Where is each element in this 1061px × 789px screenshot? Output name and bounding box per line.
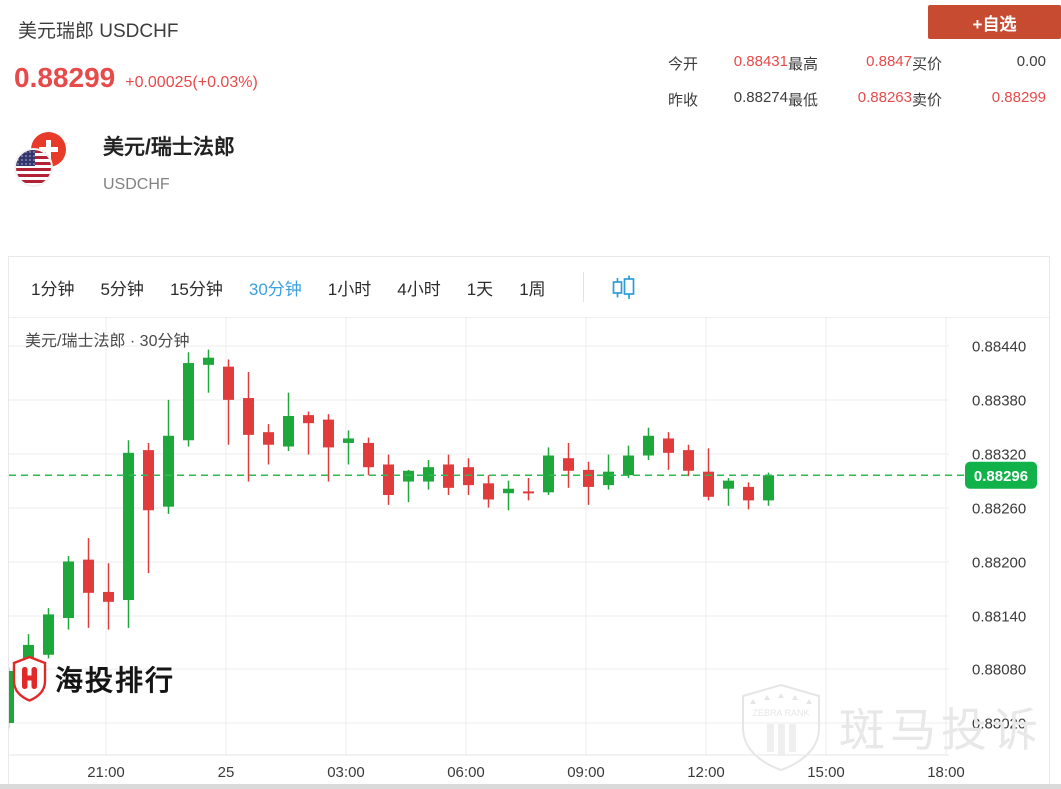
tab-5min[interactable]: 5分钟: [87, 275, 156, 300]
candle-body: [463, 467, 474, 486]
page-title: 美元瑞郎 USDCHF: [18, 21, 179, 42]
x-axis-label: 03:00: [327, 764, 365, 781]
candle-body: [443, 464, 454, 488]
stat-label: 买价: [912, 56, 943, 73]
y-axis-label: 0.88200: [972, 555, 1026, 572]
candlestick-icon[interactable]: [610, 274, 637, 301]
stat-label: 今开: [668, 56, 699, 73]
us-flag-icon: [14, 148, 53, 187]
tab-15min[interactable]: 15分钟: [157, 275, 236, 300]
candle-body: [183, 363, 194, 441]
add-favorite-button[interactable]: +自选: [928, 5, 1061, 39]
candle-body: [623, 455, 634, 476]
candle-body: [323, 419, 334, 448]
candle-body: [543, 455, 554, 493]
x-axis-label: 25: [218, 764, 235, 781]
y-axis-label: 0.88080: [972, 662, 1026, 679]
haitou-logo: 海投排行: [11, 655, 175, 702]
candle-body: [763, 475, 774, 501]
candle-body: [383, 464, 394, 496]
candle-body: [583, 469, 594, 487]
tab-1week[interactable]: 1周: [506, 275, 558, 300]
x-axis-label: 21:00: [87, 764, 125, 781]
divider: [582, 272, 584, 302]
candle-body: [663, 438, 674, 453]
candle-body: [103, 591, 114, 602]
stat-value: 0.88263: [857, 89, 912, 106]
stat-value: 0.00: [1016, 53, 1046, 70]
candle-body: [423, 467, 434, 482]
currency-pair-flag-icon: [14, 132, 66, 188]
y-axis-label: 0.88020: [972, 716, 1026, 733]
x-axis-label: 12:00: [687, 764, 725, 781]
timeframe-tabbar: 1分钟 5分钟 15分钟 30分钟 1小时 4小时 1天 1周: [9, 257, 1049, 318]
stat-label: 最高: [788, 56, 819, 73]
candle-body: [483, 483, 494, 500]
candle-body: [683, 450, 694, 471]
y-axis-label: 0.88380: [972, 393, 1026, 410]
x-axis-label: 15:00: [807, 764, 845, 781]
candle-body: [83, 559, 94, 593]
x-axis-label: 06:00: [447, 764, 485, 781]
candle-body: [523, 491, 534, 494]
haitou-logo-text: 海投排行: [55, 664, 176, 696]
candle-body: [263, 432, 274, 445]
stat-value: 0.88299: [991, 89, 1046, 106]
candle-body: [43, 614, 54, 655]
stat-label: 昨收: [668, 92, 699, 109]
candle-body: [563, 458, 574, 471]
candle-body: [283, 416, 294, 447]
candle-body: [403, 470, 414, 482]
stat-value: 0.88274: [733, 89, 788, 106]
candle-body: [203, 357, 214, 365]
stat-value: 0.88431: [733, 53, 788, 70]
y-axis-label: 0.88140: [972, 609, 1026, 626]
chart-panel: 1分钟 5分钟 15分钟 30分钟 1小时 4小时 1天 1周 0.88296 0…: [8, 256, 1050, 789]
current-price: 0.88299: [14, 62, 116, 93]
candle-body: [363, 442, 374, 468]
price-block: 0.88299 +0.00025(+0.03%): [14, 62, 258, 94]
x-axis-label: 18:00: [927, 764, 965, 781]
candle-body: [163, 435, 174, 507]
stat-label: 卖价: [912, 92, 943, 109]
bottom-scroll-strip: [0, 784, 1061, 789]
haitou-shield-icon: [12, 655, 47, 702]
tab-30min[interactable]: 30分钟: [236, 275, 315, 300]
candle-body: [343, 438, 354, 443]
instrument-name: 美元/瑞士法郎: [103, 136, 235, 159]
current-price-badge-label: 0.88296: [974, 468, 1028, 485]
candle-body: [123, 452, 134, 601]
candle-body: [703, 471, 714, 497]
price-change: +0.00025(+0.03%): [125, 74, 258, 91]
stat-label: 最低: [788, 92, 819, 109]
candle-body: [503, 488, 514, 494]
candle-body: [643, 435, 654, 456]
candle-body: [723, 480, 734, 489]
tab-4hour[interactable]: 4小时: [384, 275, 453, 300]
y-axis-label: 0.88440: [972, 339, 1026, 356]
candle-body: [303, 415, 314, 424]
candle-body: [243, 398, 254, 435]
candlestick-chart: 0.88296 0.88440 0.88380 0.88320 0.88260 0.882…: [9, 318, 1037, 781]
x-axis-label: 09:00: [567, 764, 605, 781]
candle-body: [223, 366, 234, 400]
instrument-code: USDCHF: [103, 176, 170, 193]
quote-stats: 今开 0.88431 最高 0.8847 买价 0.00 昨收 0.88274 …: [668, 53, 1058, 110]
candle-body: [743, 486, 754, 501]
candle-body: [9, 670, 14, 723]
tab-1day[interactable]: 1天: [454, 275, 506, 300]
y-axis-label: 0.88260: [972, 501, 1026, 518]
current-price-badge: [965, 461, 1037, 489]
candle-body: [63, 561, 74, 618]
chart-area[interactable]: 0.88296 0.88440 0.88380 0.88320 0.88260 0.882…: [9, 318, 1049, 789]
stat-value: 0.8847: [866, 53, 912, 70]
chart-title: 美元/瑞士法郎 · 30分钟: [25, 333, 190, 350]
y-axis-label: 0.88320: [972, 447, 1026, 464]
candle-body: [143, 450, 154, 511]
tab-1min[interactable]: 1分钟: [18, 275, 87, 300]
candle-body: [603, 471, 614, 486]
tab-1hour[interactable]: 1小时: [315, 275, 384, 300]
